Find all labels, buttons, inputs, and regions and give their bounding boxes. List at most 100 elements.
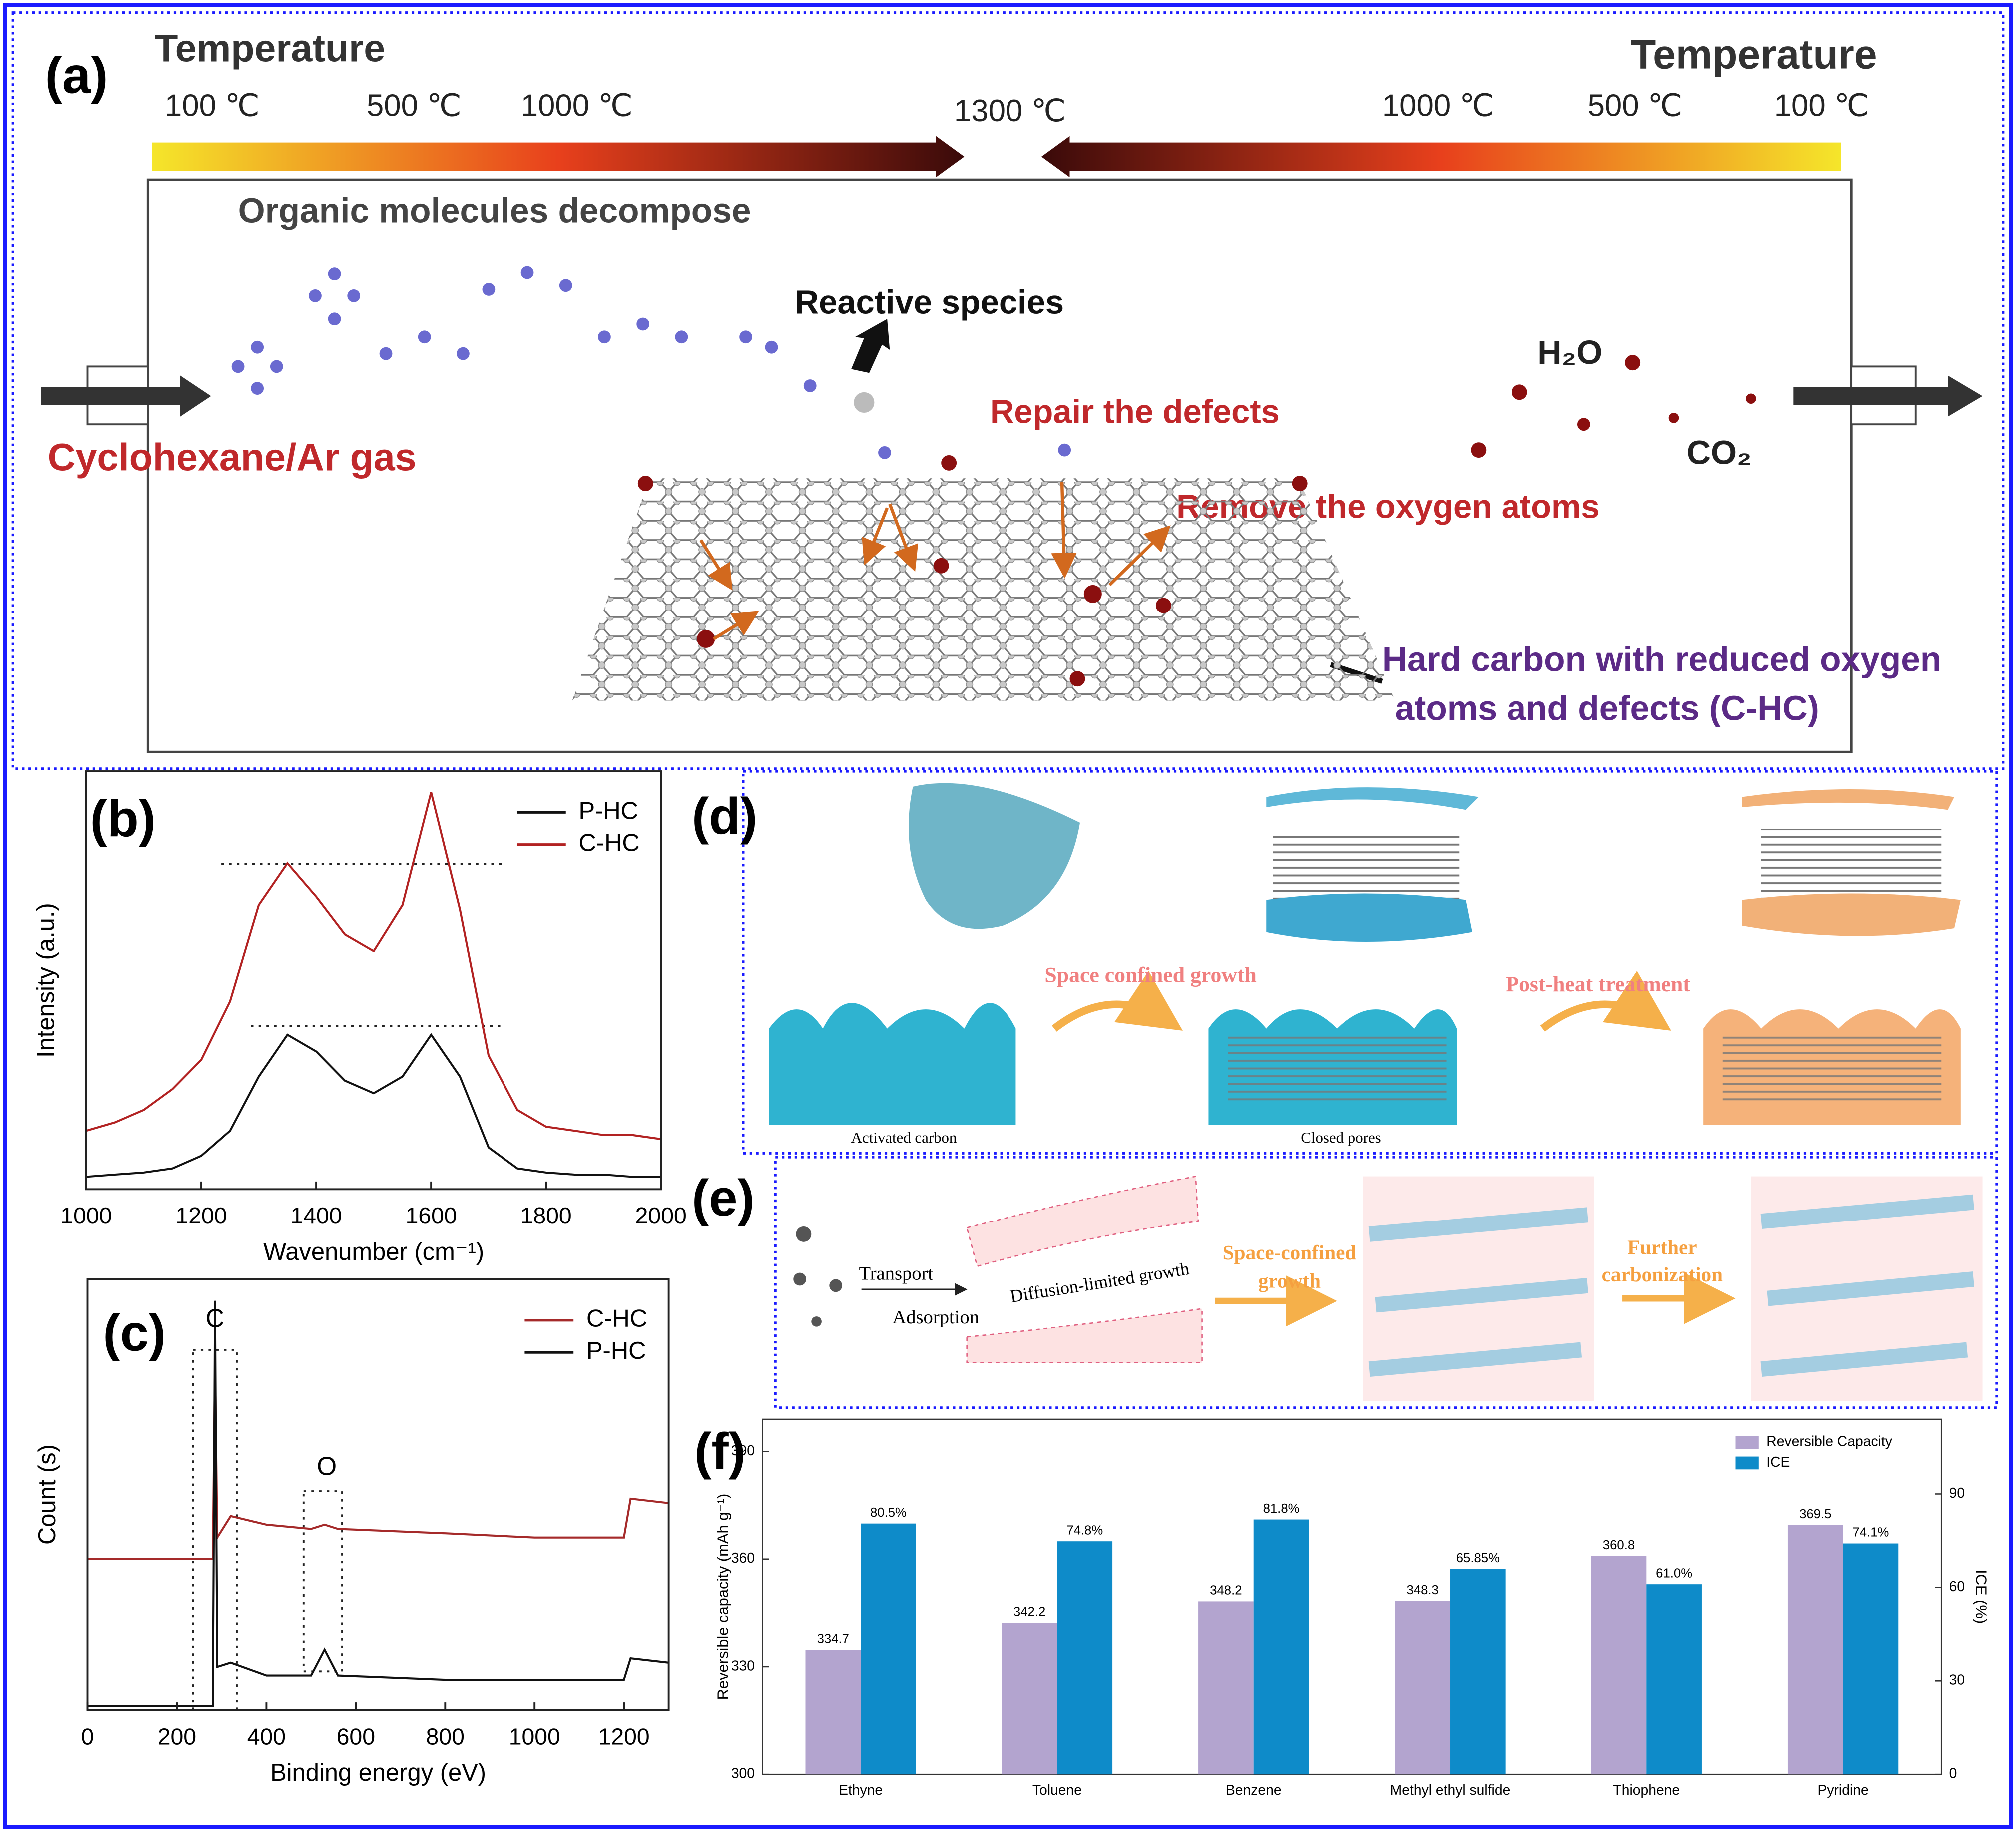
panel-label: (e) [692, 1169, 755, 1226]
peak-label: C [206, 1303, 224, 1332]
x-tick-label: 1000 [509, 1723, 560, 1749]
x-tick-label: 1200 [598, 1723, 650, 1749]
pore-wall [966, 1308, 1203, 1364]
heating-arrow [152, 136, 965, 178]
value-label: 348.3 [1406, 1583, 1438, 1597]
x-tick-label: 600 [337, 1723, 375, 1749]
legend-label: C-HC [579, 830, 640, 857]
panel-d: (d) Space confined growth Post-heat trea… [692, 783, 1961, 1146]
value-label: 80.5% [870, 1506, 907, 1520]
bar [1787, 1525, 1843, 1775]
reactive-arrow [851, 319, 890, 373]
reaction-arrows [699, 482, 1171, 640]
temp-label: 1000 ℃ [1382, 88, 1494, 123]
y-axis-label: Reversible capacity (mAh g⁻¹) [714, 1494, 731, 1700]
y-axis-label: Count (s) [34, 1444, 61, 1545]
x-tick-label: Thiophene [1613, 1782, 1680, 1798]
step-label: Space confined growth [1044, 963, 1256, 987]
process-arrow [1540, 971, 1671, 1032]
graphitic-layers [1228, 1035, 1447, 1106]
legend-label: Reversible Capacity [1766, 1433, 1892, 1449]
bar [1646, 1584, 1702, 1775]
value-label: 342.2 [1013, 1605, 1045, 1619]
x-tick-label: Pyridine [1817, 1782, 1868, 1798]
y2-tick-label: 0 [1949, 1765, 1957, 1781]
temp-label: 500 ℃ [367, 88, 462, 123]
gas-in-arrow [41, 375, 211, 417]
plot-frame [85, 770, 662, 1191]
panel-d-frame [742, 770, 1998, 1155]
decompose-label: Organic molecules decompose [238, 191, 751, 230]
reference-lines [221, 863, 502, 1027]
series-line [87, 1356, 669, 1560]
step-label: growth [1258, 1269, 1321, 1292]
y2-tick-label: 30 [1949, 1672, 1965, 1688]
panel-label: (f) [694, 1422, 746, 1480]
x-tick-label: 0 [81, 1723, 94, 1749]
h2o-label: H₂O [1537, 334, 1602, 371]
value-label: 334.7 [817, 1632, 849, 1646]
temp-label: 100 ℃ [1774, 88, 1869, 123]
peak-label: O [317, 1451, 337, 1480]
panel-label: (c) [103, 1304, 166, 1361]
temperature-label: Temperature [154, 27, 385, 70]
value-label: 81.8% [1263, 1502, 1300, 1516]
x-tick-label: 1000 [60, 1203, 112, 1228]
layer [1742, 789, 1954, 810]
x-tick-label: Methyl ethyl sulfide [1390, 1782, 1511, 1798]
panel-label: (a) [45, 47, 108, 104]
legend-label: P-HC [579, 797, 638, 824]
y2-tick-label: 60 [1949, 1578, 1965, 1594]
layer [1266, 893, 1472, 942]
x-tick-label: 400 [247, 1723, 286, 1749]
value-label: 360.8 [1603, 1538, 1635, 1552]
product-label: atoms and defects (C-HC) [1395, 688, 1819, 727]
panel-label: (d) [692, 787, 757, 845]
temp-label: 1000 ℃ [521, 88, 633, 123]
x-axis-label: Binding energy (eV) [270, 1759, 486, 1786]
reactive-label: Reactive species [795, 284, 1064, 321]
panel-e-frame [774, 1156, 1998, 1409]
value-label: 65.85% [1456, 1551, 1500, 1565]
x-tick-label: 1800 [520, 1203, 572, 1228]
gas-label: Cyclohexane/Ar gas [48, 436, 417, 479]
bar [1057, 1541, 1113, 1775]
temp-label: 100 ℃ [165, 88, 260, 123]
bar [1198, 1601, 1254, 1775]
plot-frame [762, 1418, 1942, 1775]
pore-wall [966, 1176, 1199, 1267]
y2-tick-label: 90 [1949, 1485, 1965, 1501]
x-tick-label: Benzene [1226, 1782, 1282, 1798]
layer [1266, 787, 1479, 810]
x-tick-label: 1600 [406, 1203, 457, 1228]
value-label: 369.5 [1799, 1507, 1831, 1521]
temperature-label: Temperature [1631, 32, 1877, 78]
x-tick-label: 800 [426, 1723, 465, 1749]
molecules [231, 266, 1071, 459]
process-arrow [1051, 971, 1183, 1032]
bar [1253, 1519, 1309, 1775]
bar [1843, 1543, 1899, 1775]
step-label: carbonization [1602, 1263, 1723, 1286]
step-text: Transport [859, 1263, 933, 1284]
legend-label: P-HC [586, 1337, 646, 1364]
product-label: Hard carbon with reduced oxygen [1382, 640, 1941, 679]
step-text: Adsorption [892, 1307, 979, 1328]
value-label: 74.1% [1852, 1526, 1889, 1540]
carbon-bands [1368, 1194, 1975, 1377]
x-tick-label: 200 [158, 1723, 196, 1749]
x-tick-label: 1200 [175, 1203, 227, 1228]
confined-region [1363, 1176, 1594, 1401]
panel-a-frame [11, 11, 2005, 770]
cooling-arrow [1041, 136, 1841, 178]
caption: Closed pores [1301, 1129, 1381, 1146]
panel-a: (a) Temperature Temperature 100 ℃ 500 ℃ … [41, 27, 1983, 753]
carbon-particle [908, 783, 1080, 929]
outer-border [3, 3, 2013, 1829]
bar [1395, 1601, 1451, 1775]
activated-carbon [769, 1003, 1016, 1125]
temp-label: 1300 ℃ [954, 94, 1066, 128]
legend-label: ICE [1766, 1454, 1790, 1470]
caption: Activated carbon [851, 1129, 957, 1146]
graphitic-layers [1761, 829, 1942, 900]
